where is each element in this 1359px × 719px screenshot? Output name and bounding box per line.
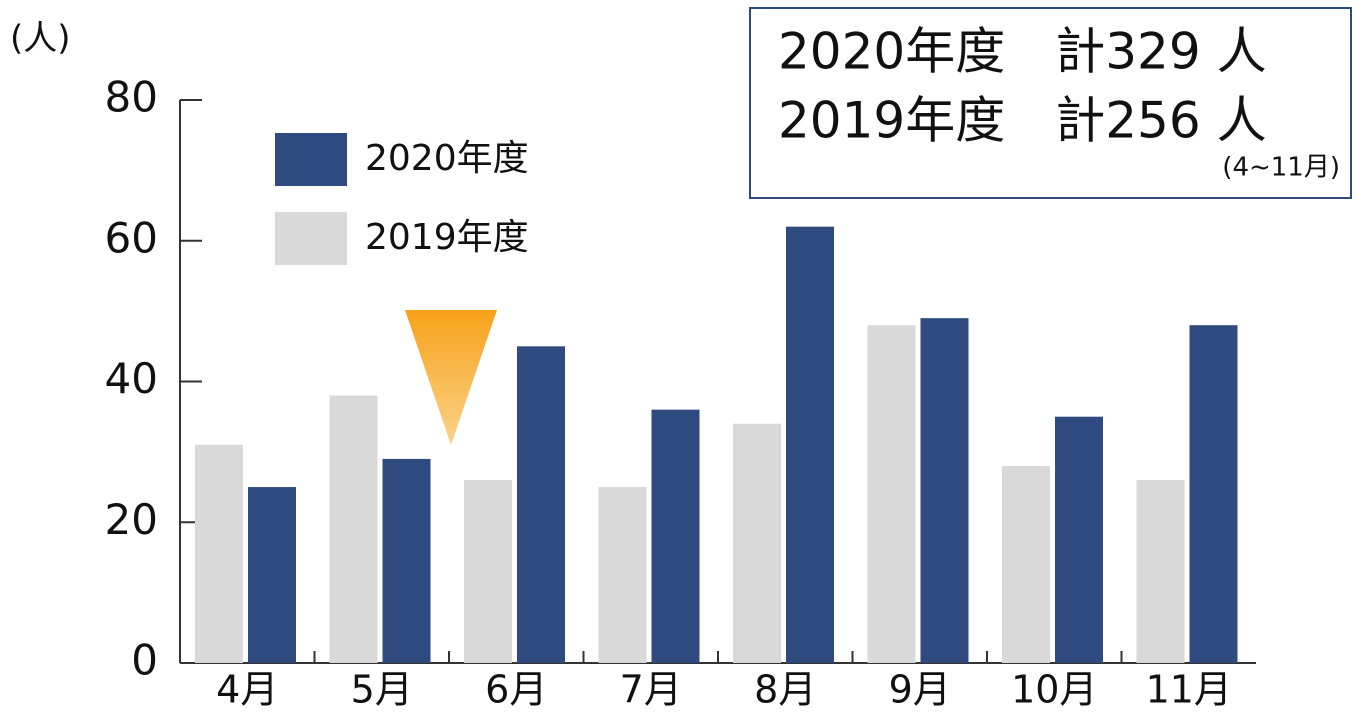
x-tick-label: 7月 <box>620 668 682 712</box>
bar <box>733 423 781 663</box>
bar <box>786 226 834 664</box>
y-tick-label: 80 <box>105 73 158 122</box>
legend-label: 2020年度 <box>365 138 529 179</box>
summary-box <box>749 7 1352 199</box>
bar <box>1136 480 1185 663</box>
x-tick-label: 9月 <box>889 668 951 712</box>
y-axis-label: (人) <box>10 19 71 59</box>
x-tick-label: 10月 <box>1011 668 1097 712</box>
annotation: (4~11月) <box>1222 153 1340 183</box>
x-tick-label: 8月 <box>754 668 816 712</box>
bar <box>195 444 243 663</box>
arrow-marker <box>405 310 497 445</box>
bar <box>464 480 512 663</box>
x-tick-label: 6月 <box>485 668 547 712</box>
legend-swatch <box>275 133 347 186</box>
bar <box>651 409 700 663</box>
bar <box>329 395 378 663</box>
bar <box>248 487 296 663</box>
bar <box>1002 465 1050 663</box>
x-tick-label: 4月 <box>216 668 278 712</box>
bar <box>382 458 431 663</box>
y-tick-label: 60 <box>105 213 158 262</box>
bar <box>867 325 916 663</box>
bar <box>1055 416 1103 663</box>
y-tick-label: 20 <box>105 495 158 544</box>
bar <box>517 346 565 663</box>
annotation: 2019年度 計256 人 <box>778 92 1267 150</box>
bar <box>598 487 647 663</box>
y-tick-label: 40 <box>105 354 158 403</box>
legend-label: 2019年度 <box>365 217 529 258</box>
x-tick-label: 11月 <box>1146 668 1232 712</box>
bar <box>1189 325 1238 663</box>
annotation: 2020年度 計329 人 <box>778 23 1267 81</box>
bar <box>920 318 969 663</box>
legend-swatch <box>275 212 347 265</box>
x-tick-label: 5月 <box>351 668 413 712</box>
y-tick-label: 0 <box>131 636 158 685</box>
